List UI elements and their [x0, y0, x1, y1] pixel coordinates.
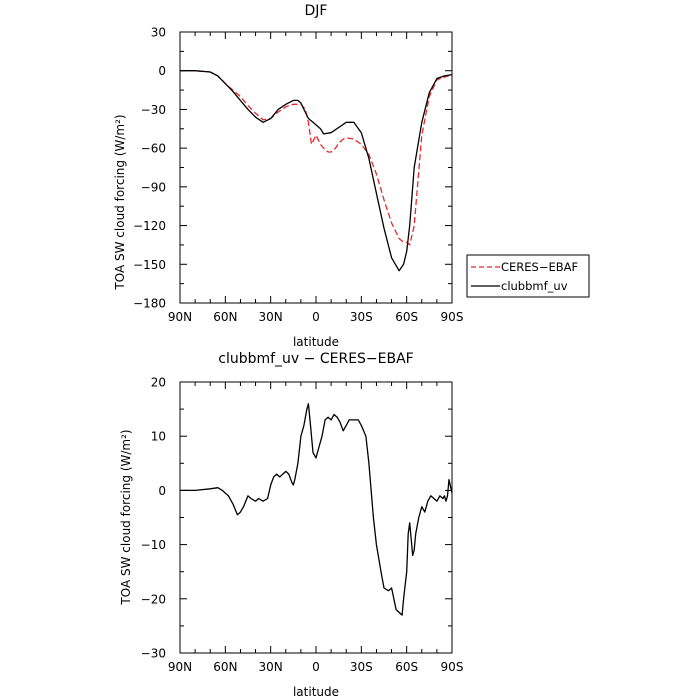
top-y-tick-label: 30	[151, 26, 166, 40]
bottom-chart-title: clubbmf_uv − CERES−EBAF	[218, 351, 413, 367]
top-x-tick-label: 90S	[441, 310, 464, 324]
bottom-ticks: 90N 60N 30N 0 30S 60S 90S 20 10 0 −10 −20 −30	[141, 376, 464, 675]
legend-clubb-label: clubbmf_uv	[501, 279, 568, 293]
bottom-x-tick-label: 0	[312, 660, 320, 674]
top-x-tick-label: 30N	[259, 310, 283, 324]
top-y-tick-label: −90	[141, 180, 166, 194]
top-y-tick-label: −180	[133, 297, 166, 311]
top-y-axis-label: TOA SW cloud forcing (W/m²)	[113, 114, 127, 290]
top-x-axis-label: latitude	[293, 335, 339, 349]
bottom-y-axis-label: TOA SW cloud forcing (W/m²)	[119, 429, 133, 605]
legend-box	[466, 254, 590, 298]
bottom-x-tick-label: 30N	[259, 660, 283, 674]
legend: CERES−EBAF clubbmf_uv	[466, 254, 590, 298]
top-panel: DJF TOA SW cloud forcing (W/m²) latitude…	[113, 3, 463, 349]
top-y-tick-label: −150	[133, 258, 166, 272]
bottom-y-tick-label: 0	[158, 484, 166, 498]
bottom-y-tick-label: −10	[141, 538, 166, 552]
top-y-tick-label: −120	[133, 219, 166, 233]
top-y-tick-label: 0	[158, 64, 166, 78]
top-ticks: 90N 60N 30N 0 30S 60S 90S 30 0 −30 −60 −90 −120 −150 −…	[133, 26, 463, 325]
legend-ceres-label: CERES−EBAF	[501, 260, 578, 274]
bottom-y-tick-label: −20	[141, 592, 166, 606]
top-lines	[180, 70, 453, 272]
bottom-x-tick-label: 60S	[395, 660, 418, 674]
bottom-y-tick-label: −30	[141, 647, 166, 661]
top-x-tick-label: 60N	[213, 310, 237, 324]
top-series-line-ceres-ebaf	[180, 70, 453, 246]
top-x-tick-label: 30S	[350, 310, 373, 324]
bottom-x-tick-label: 30S	[350, 660, 373, 674]
bottom-x-tick-label: 60N	[213, 660, 237, 674]
bottom-lines	[180, 403, 453, 616]
top-x-tick-label: 60S	[395, 310, 418, 324]
top-x-tick-label: 0	[312, 310, 320, 324]
top-y-tick-label: −60	[141, 142, 166, 156]
bottom-x-tick-label: 90S	[441, 660, 464, 674]
bottom-x-axis-label: latitude	[293, 685, 339, 699]
bottom-y-tick-label: 20	[151, 376, 166, 390]
bottom-y-tick-label: 10	[151, 430, 166, 444]
top-x-tick-label: 90N	[168, 310, 192, 324]
bottom-x-tick-label: 90N	[168, 660, 192, 674]
top-series-line-clubbmf-uv	[180, 70, 453, 272]
bottom-series-line-difference	[180, 403, 453, 616]
bottom-panel: clubbmf_uv − CERES−EBAF TOA SW cloud for…	[119, 351, 463, 699]
bottom-plot-frame	[179, 381, 453, 654]
top-y-tick-label: −30	[141, 103, 166, 117]
top-chart-title: DJF	[305, 3, 328, 19]
top-plot-frame	[179, 31, 453, 304]
